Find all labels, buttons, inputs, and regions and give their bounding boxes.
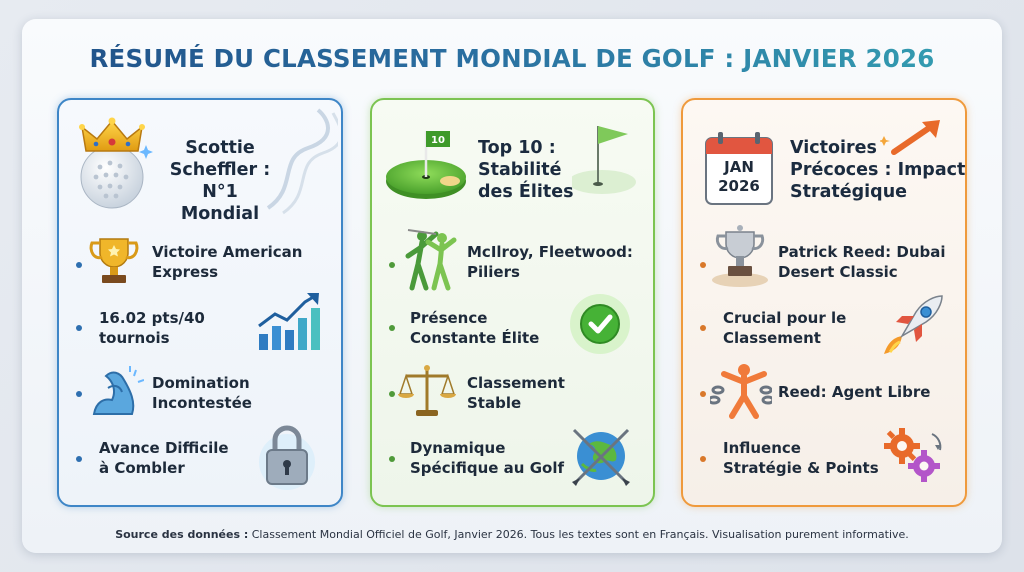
- list-item: Domination Incontestée: [152, 374, 252, 412]
- trophy-icon: [89, 238, 139, 283]
- calendar-icon: JAN 2026: [705, 132, 773, 205]
- bullet: [700, 456, 706, 462]
- bullet: [700, 325, 706, 331]
- gears-icon: [884, 428, 942, 482]
- checkmark-icon: [570, 294, 630, 354]
- crowned-golf-ball-icon: [79, 117, 153, 209]
- bullet: [389, 456, 395, 462]
- padlock-icon: [259, 425, 315, 490]
- bullet: [700, 262, 706, 268]
- golf-flag-icon: [572, 126, 636, 194]
- putting-green-icon: 10: [386, 131, 466, 199]
- golfers-icon: [405, 229, 457, 291]
- list-item: McIlroy, Fleetwood: Piliers: [467, 243, 633, 281]
- svg-text:JAN: JAN: [723, 158, 754, 176]
- rocket-icon: [884, 295, 943, 354]
- rising-chart-icon: [258, 293, 320, 350]
- svg-text:2026: 2026: [718, 177, 760, 195]
- list-item: Présence Constante Élite: [410, 309, 540, 347]
- bullet: [389, 391, 395, 397]
- arrow-up-icon: [880, 120, 940, 155]
- list-item: Dynamique Spécifique au Golf: [410, 439, 564, 477]
- bullet: [700, 391, 706, 397]
- globe-clubs-icon: [572, 428, 630, 486]
- list-item: Reed: Agent Libre: [778, 383, 931, 401]
- list-item: Victoire American Express: [152, 243, 303, 281]
- list-item: Influence Stratégie & Points: [723, 439, 879, 477]
- decorative-swirl-icon: [266, 108, 338, 215]
- cup-icon: [712, 225, 768, 287]
- bullet: [389, 262, 395, 268]
- list-item: Patrick Reed: Dubai Desert Classic: [778, 243, 946, 281]
- source-text: Classement Mondial Officiel de Golf, Jan…: [248, 528, 909, 541]
- scales-icon: [398, 365, 456, 416]
- card-1-heading: Scottie Scheffler : N°1 Mondial: [169, 138, 271, 224]
- card-3-heading: Victoires Précoces : Impact Stratégique: [790, 138, 966, 202]
- card-2-heading: Top 10 : Stabilité des Élites: [478, 138, 574, 202]
- flexed-arm-icon: [92, 366, 144, 415]
- source-label: Source des données :: [115, 528, 249, 541]
- list-item: Avance Difficile à Combler: [99, 439, 229, 477]
- page-title: RÉSUMÉ DU CLASSEMENT MONDIAL DE GOLF : J…: [0, 44, 1024, 73]
- bullet: [76, 456, 82, 462]
- broken-chain-icon: [710, 364, 772, 419]
- list-item: Crucial pour le Classement: [723, 309, 847, 347]
- bullet: [76, 391, 82, 397]
- bullet: [76, 262, 82, 268]
- bullet: [389, 325, 395, 331]
- list-item: 16.02 pts/40 tournois: [99, 309, 205, 347]
- bullet: [76, 325, 82, 331]
- source-note: Source des données : Classement Mondial …: [0, 528, 1024, 541]
- list-item: Classement Stable: [467, 374, 565, 412]
- svg-text:10: 10: [431, 135, 445, 146]
